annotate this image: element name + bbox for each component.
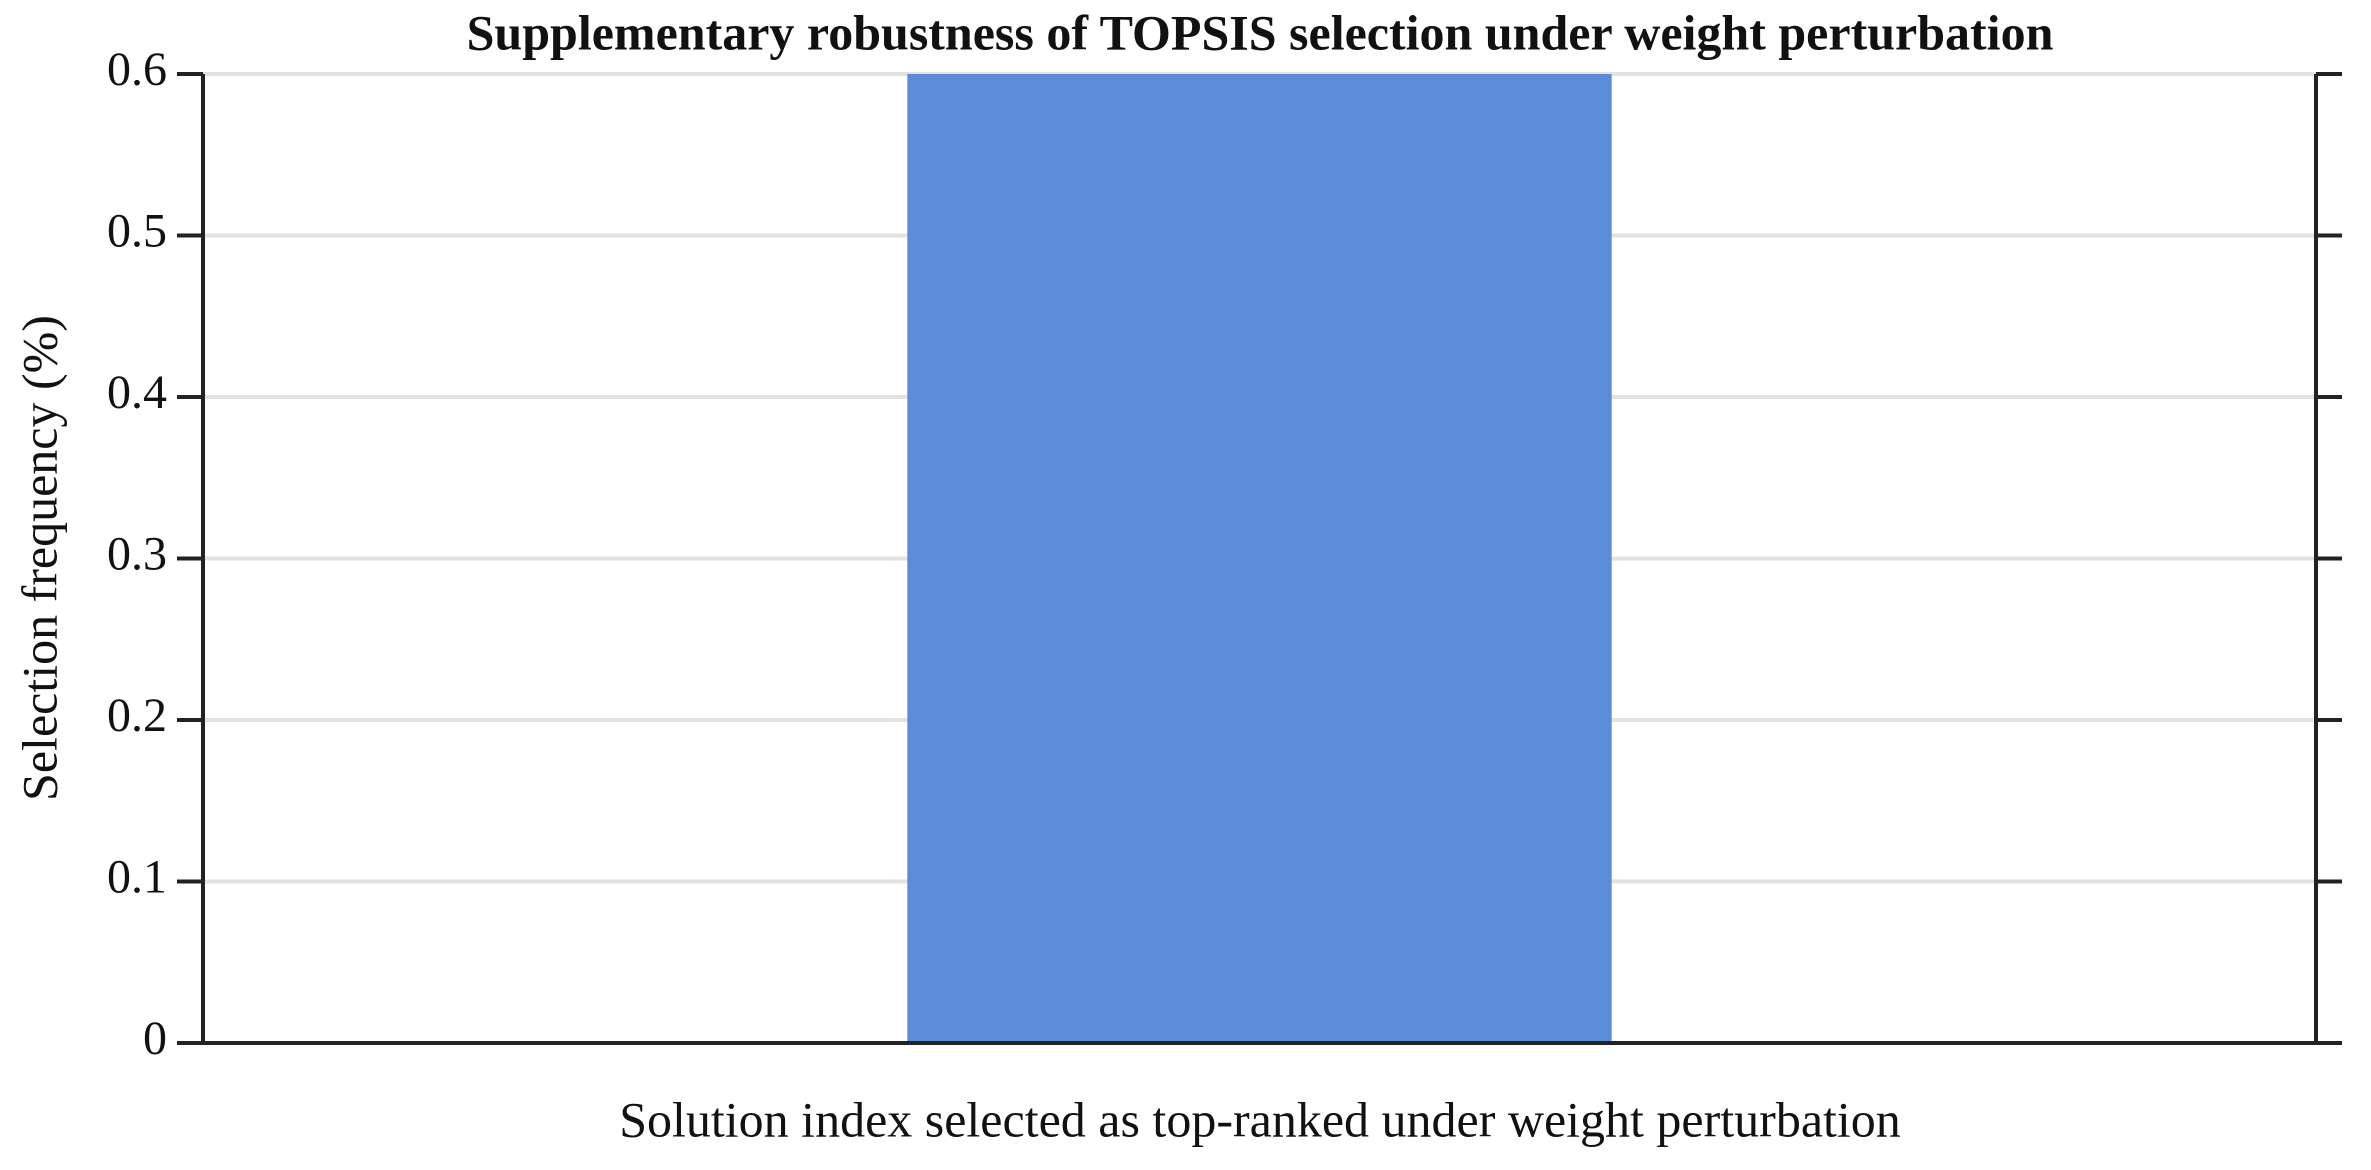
y-tick-label: 0.5 <box>107 205 167 258</box>
y-axis-label: Selection frequency (%) <box>11 315 67 801</box>
y-tick-label: 0.4 <box>107 366 167 419</box>
y-tick-label: 0.6 <box>107 43 167 96</box>
y-tick-label: 0 <box>143 1012 167 1065</box>
y-tick-label: 0.2 <box>107 689 167 742</box>
y-tick-label: 0.1 <box>107 851 167 904</box>
bar <box>907 74 1612 1043</box>
y-tick-label: 0.3 <box>107 528 167 581</box>
x-axis-label: Solution index selected as top-ranked un… <box>619 1091 1901 1147</box>
chart-title: Supplementary robustness of TOPSIS selec… <box>467 4 2054 60</box>
